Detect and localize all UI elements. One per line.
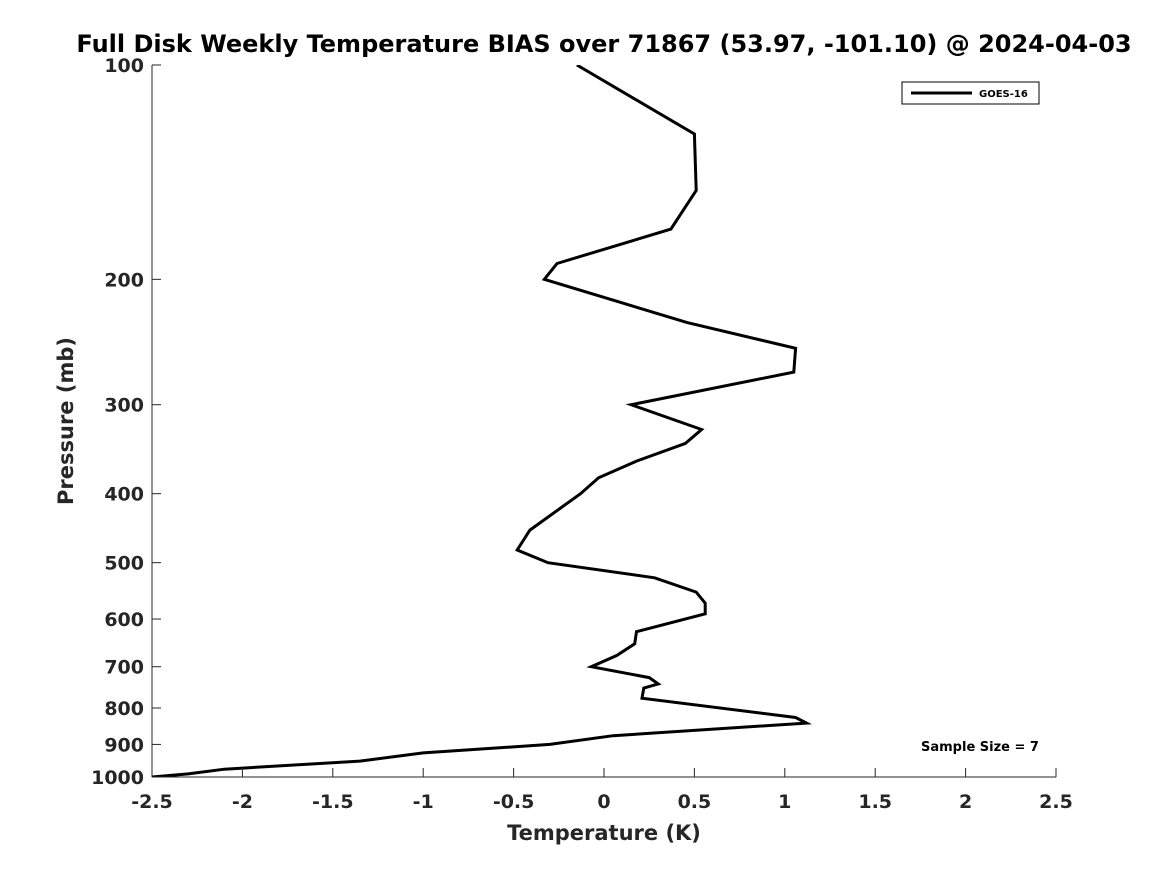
x-tick-label: -1 (413, 791, 434, 813)
y-tick-label: 800 (104, 698, 144, 720)
y-tick-label: 400 (104, 484, 144, 506)
x-tick-label: 1.5 (858, 791, 892, 813)
y-tick-label: 900 (104, 734, 144, 756)
x-axis-ticks: -2.5 -2 -1.5 -1 -0.5 0 0.5 1 1.5 2 2.5 (131, 768, 1073, 813)
x-tick-label: 0.5 (678, 791, 712, 813)
y-axis-ticks: 100 200 300 400 500 600 700 800 900 1000 (91, 55, 161, 789)
y-tick-label: 100 (104, 55, 144, 77)
x-tick-label: -0.5 (493, 791, 535, 813)
y-tick-label: 200 (104, 269, 144, 291)
x-tick-label: 1 (778, 791, 791, 813)
y-tick-label: 1000 (91, 767, 144, 789)
plot-area (152, 65, 1056, 777)
chart-title: Full Disk Weekly Temperature BIAS over 7… (76, 30, 1131, 58)
sample-size-annotation: Sample Size = 7 (921, 740, 1039, 755)
legend-label-goes-16: GOES-16 (979, 89, 1028, 100)
legend: GOES-16 (901, 81, 1040, 105)
x-axis-label: Temperature (K) (507, 821, 701, 845)
series-line-goes-16 (152, 65, 813, 777)
x-tick-label: 0 (597, 791, 610, 813)
x-tick-label: -2 (232, 791, 253, 813)
x-tick-label: 2.5 (1039, 791, 1073, 813)
y-tick-label: 600 (104, 609, 144, 631)
x-tick-label: 2 (959, 791, 972, 813)
y-tick-label: 700 (104, 657, 144, 679)
x-tick-label: -2.5 (131, 791, 173, 813)
y-axis-label: Pressure (mb) (54, 337, 78, 505)
x-tick-label: -1.5 (312, 791, 354, 813)
y-tick-label: 300 (104, 395, 144, 417)
y-tick-label: 500 (104, 553, 144, 575)
